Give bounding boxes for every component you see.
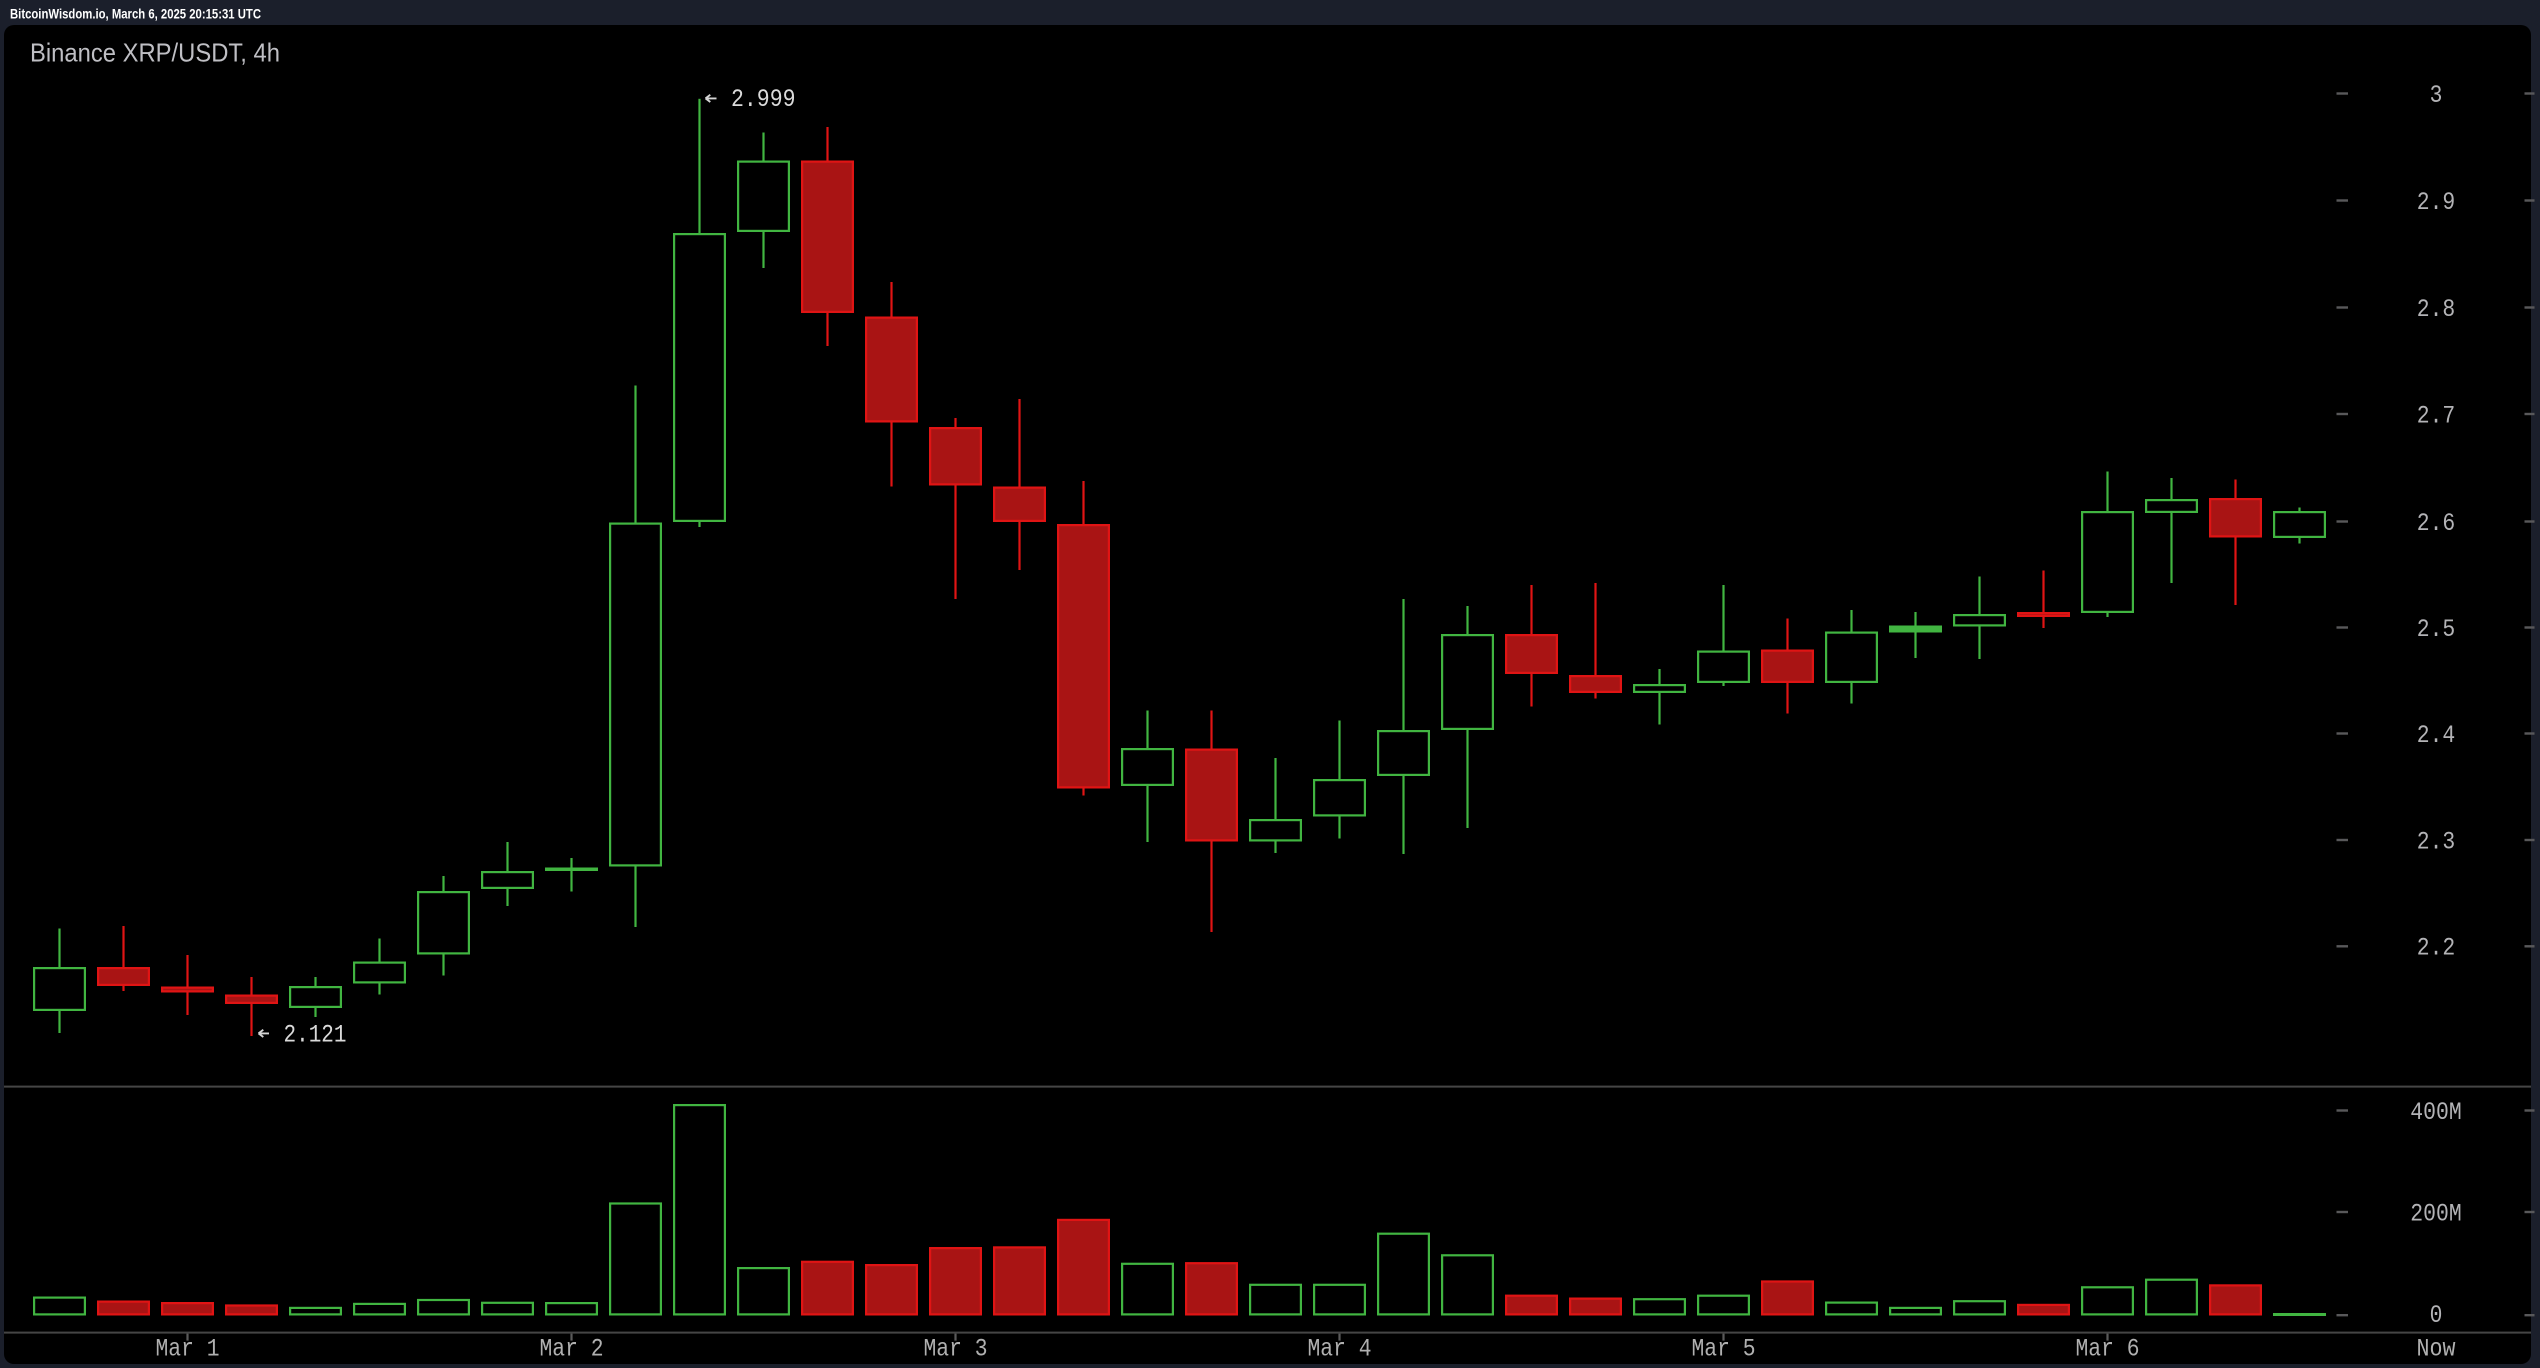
- svg-text:2.999: 2.999: [731, 85, 796, 114]
- svg-text:0: 0: [2430, 1301, 2443, 1330]
- svg-text:2.9: 2.9: [2417, 188, 2456, 217]
- svg-text:2.4: 2.4: [2417, 721, 2456, 750]
- svg-text:2.7: 2.7: [2417, 401, 2456, 430]
- svg-text:Mar 4: Mar 4: [1308, 1335, 1372, 1364]
- svg-text:2.6: 2.6: [2417, 509, 2456, 538]
- svg-text:Binance XRP/USDT, 4h: Binance XRP/USDT, 4h: [30, 38, 280, 68]
- svg-text:Mar 6: Mar 6: [2076, 1335, 2140, 1364]
- svg-text:Mar 3: Mar 3: [924, 1335, 988, 1364]
- svg-text:Mar 5: Mar 5: [1692, 1335, 1756, 1364]
- svg-text:Now: Now: [2417, 1335, 2456, 1364]
- svg-text:BitcoinWisdom.io, March 6, 202: BitcoinWisdom.io, March 6, 2025 20:15:31…: [10, 7, 261, 22]
- svg-text:2.8: 2.8: [2417, 295, 2456, 324]
- svg-text:2.2: 2.2: [2417, 934, 2456, 963]
- svg-text:Mar 2: Mar 2: [540, 1335, 604, 1364]
- svg-text:200M: 200M: [2410, 1199, 2461, 1228]
- svg-text:2.121: 2.121: [284, 1021, 347, 1050]
- svg-text:2.5: 2.5: [2417, 615, 2456, 644]
- svg-text:3: 3: [2430, 81, 2443, 110]
- svg-text:2.3: 2.3: [2417, 827, 2456, 856]
- svg-text:400M: 400M: [2410, 1098, 2461, 1127]
- svg-text:Mar 1: Mar 1: [156, 1335, 220, 1364]
